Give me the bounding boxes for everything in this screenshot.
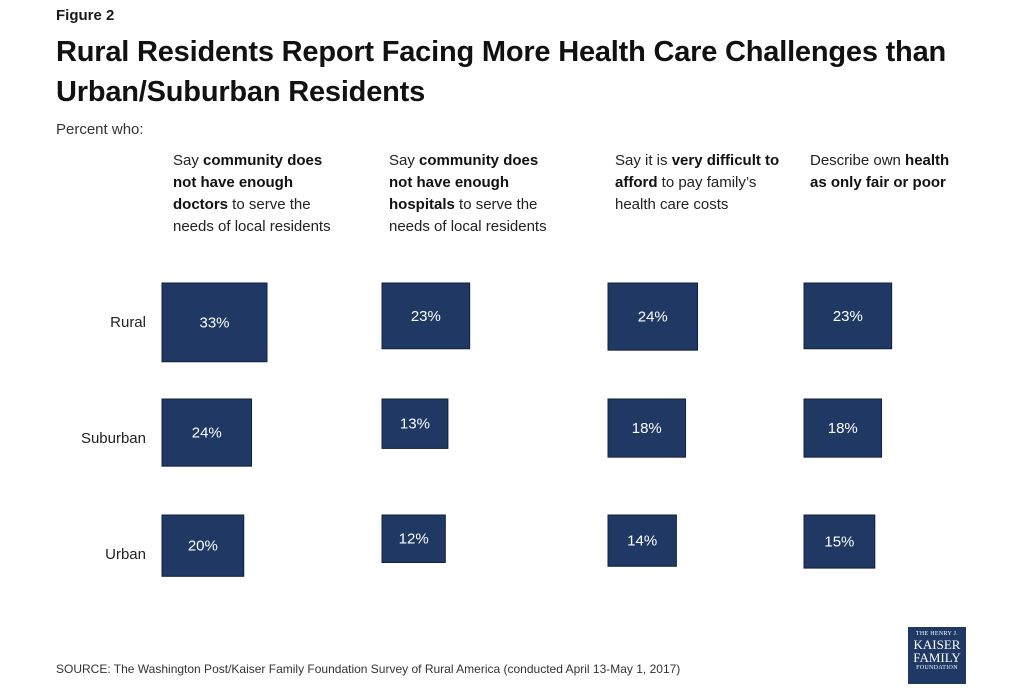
value-label-urban-col1: 20%	[188, 538, 218, 555]
value-label-urban-col4: 15%	[824, 534, 854, 551]
value-label-suburban-col1: 24%	[192, 425, 222, 442]
square-suburban-col4	[803, 398, 883, 458]
value-label-rural-col1: 33%	[199, 314, 229, 331]
chart-title: Rural Residents Report Facing More Healt…	[56, 36, 947, 108]
square-urban-col1	[161, 514, 245, 577]
square-rural-col3	[607, 282, 699, 351]
column-header-hospitals: Say community does not have enough hospi…	[389, 152, 547, 235]
square-rural-col4	[803, 282, 893, 350]
square-urban-col4	[803, 514, 876, 569]
column-header-afford: Say it is very difficult to afford to pa…	[615, 152, 780, 213]
square-suburban-col3	[607, 398, 687, 458]
column-header-health: Describe own health as only fair or poor	[810, 152, 950, 191]
figure-label: Figure 2	[56, 7, 115, 24]
square-urban-col2	[381, 514, 446, 563]
square-suburban-col2	[381, 398, 449, 449]
value-label-rural-col4: 23%	[833, 308, 863, 325]
value-label-suburban-col3: 18%	[632, 420, 662, 437]
kff-logo: THE HENRY J. KAISER FAMILY FOUNDATION	[908, 627, 966, 684]
value-label-urban-col3: 14%	[627, 533, 657, 550]
square-suburban-col1	[161, 398, 253, 467]
source-note: SOURCE: The Washington Post/Kaiser Famil…	[56, 662, 681, 676]
value-label-rural-col3: 24%	[638, 309, 668, 326]
column-header-doctors: Say community does not have enough docto…	[173, 152, 331, 235]
square-urban-col3	[607, 514, 677, 567]
row-label-suburban: Suburban	[80, 430, 146, 447]
value-label-rural-col2: 23%	[411, 308, 441, 325]
row-label-rural: Rural	[110, 314, 146, 331]
square-rural-col2	[381, 282, 471, 350]
value-label-suburban-col4: 18%	[828, 420, 858, 437]
value-label-urban-col2: 12%	[399, 531, 429, 548]
row-label-urban: Urban	[105, 546, 146, 563]
square-rural-col1	[161, 282, 268, 363]
value-label-suburban-col2: 13%	[400, 416, 430, 433]
chart-subtitle: Percent who:	[56, 121, 144, 138]
